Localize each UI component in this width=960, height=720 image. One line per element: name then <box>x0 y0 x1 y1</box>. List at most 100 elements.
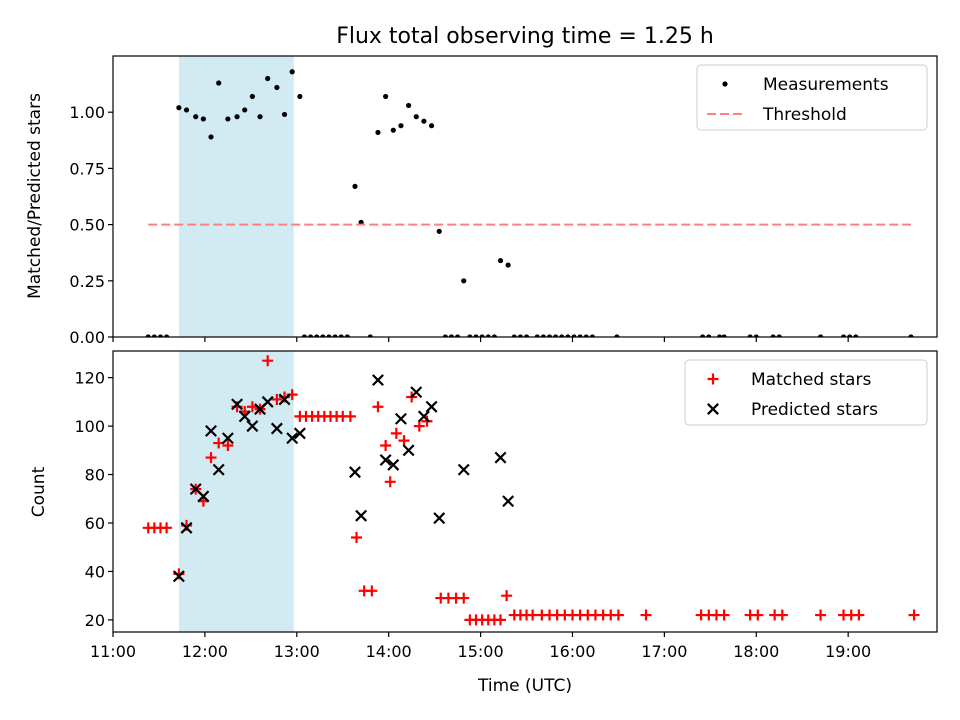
legend-matched-swatch <box>707 373 719 385</box>
y-tick-label: 20 <box>85 611 105 630</box>
predicted-star-point <box>371 374 384 387</box>
matched-star-point <box>815 609 827 621</box>
measurement-point <box>274 84 280 91</box>
measurement-point <box>216 80 222 86</box>
bottom-y-axis-label: Count <box>29 466 49 517</box>
y-tick-label: 0.50 <box>69 216 105 235</box>
measurement-point <box>753 334 759 337</box>
y-tick-label: 1.00 <box>69 103 105 122</box>
measurement-point <box>770 334 776 337</box>
measurement-point <box>747 334 753 337</box>
measurement-point <box>208 134 214 140</box>
x-tick-label: 16:00 <box>549 642 595 661</box>
measurement-point <box>589 334 595 337</box>
predicted-star-point <box>221 432 234 445</box>
predicted-star-point <box>457 463 470 476</box>
measurement-point <box>344 334 350 337</box>
y-tick-label: 120 <box>74 369 105 388</box>
matched-star-point <box>372 401 384 413</box>
matched-star-point <box>718 609 730 621</box>
matched-star-point <box>421 415 433 427</box>
matched-star-point <box>612 609 624 621</box>
legend-label: Matched stars <box>751 370 871 390</box>
predicted-star-point <box>205 424 217 437</box>
predicted-star-point <box>387 458 400 471</box>
measurement-point <box>145 334 151 337</box>
predicted-star-point <box>349 466 361 479</box>
measurement-point <box>540 334 546 337</box>
measurement-point <box>553 334 559 337</box>
measurement-point <box>436 228 442 234</box>
measurement-point <box>534 334 540 337</box>
predicted-star-point <box>425 400 438 413</box>
measurement-point <box>706 334 712 337</box>
matched-star-point <box>271 393 283 405</box>
matched-star-point <box>752 609 764 621</box>
top-y-axis-label: Matched/Predicted stars <box>25 93 45 299</box>
x-tick-label: 19:00 <box>825 642 871 661</box>
measurement-point <box>847 334 853 337</box>
measurement-point <box>367 334 373 337</box>
measurement-point <box>200 116 206 122</box>
matched-star-point <box>384 476 396 488</box>
predicted-star-point <box>417 410 430 423</box>
measurement-point <box>193 114 199 120</box>
predicted-star-point <box>379 454 392 466</box>
legend-box <box>684 359 928 426</box>
measurement-point <box>583 334 589 337</box>
measurement-point <box>413 114 419 120</box>
measurement-point <box>485 334 491 337</box>
measurement-point <box>281 111 288 118</box>
y-tick-label: 100 <box>74 417 105 436</box>
matched-star-point <box>351 532 363 544</box>
measurement-point <box>491 334 497 337</box>
plot-area <box>142 355 920 626</box>
x-tick-label: 14:00 <box>366 642 412 661</box>
measurement-point <box>151 334 157 337</box>
measurement-point <box>390 127 396 133</box>
predicted-star-point <box>502 495 515 508</box>
y-tick-label: 0.25 <box>69 272 105 291</box>
matched-star-point <box>262 355 274 367</box>
matched-star-point <box>380 439 392 451</box>
matched-star-point <box>205 452 217 464</box>
predicted-star-point <box>246 420 259 433</box>
matched-star-point <box>458 592 470 604</box>
measurement-point <box>716 334 723 337</box>
matched-star-point <box>640 609 652 621</box>
measurement-point <box>320 334 326 337</box>
measurement-point <box>565 334 571 337</box>
measurement-point <box>523 334 530 337</box>
legend-box <box>696 64 928 131</box>
matched-star-point <box>366 585 378 597</box>
y-tick-label: 80 <box>85 466 105 485</box>
y-tick-label: 40 <box>85 562 105 581</box>
predicted-star-point <box>433 512 446 525</box>
measurement-point <box>473 334 479 337</box>
x-tick-label: 13:00 <box>274 642 320 661</box>
measurement-point <box>467 334 473 337</box>
measurement-point <box>164 334 170 337</box>
legend-label: Predicted stars <box>751 400 878 420</box>
axes-frame <box>112 350 938 633</box>
legend: Measurements Threshold <box>696 64 928 131</box>
measurement-point <box>817 334 824 337</box>
matched-star-point <box>527 609 539 621</box>
matched-star-point <box>390 427 402 439</box>
measurement-point <box>455 334 461 337</box>
shaded-interval <box>178 56 294 337</box>
measurement-point <box>479 334 485 337</box>
legend-measurement-swatch <box>722 81 728 87</box>
measurement-point <box>505 262 511 268</box>
legend-label: Threshold <box>762 105 847 125</box>
measurement-point <box>448 334 455 337</box>
matched-star-point <box>853 609 865 621</box>
measurement-point <box>265 75 271 82</box>
predicted-star-point <box>261 395 274 408</box>
predicted-star-point <box>238 410 251 423</box>
measurement-point <box>176 105 182 111</box>
predicted-star-point <box>402 444 415 457</box>
measurement-point <box>383 93 389 100</box>
plot-area <box>145 69 914 337</box>
